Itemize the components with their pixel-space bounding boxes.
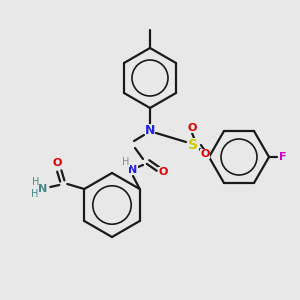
Text: S: S <box>188 138 198 152</box>
Text: H: H <box>31 189 38 199</box>
Text: O: O <box>200 149 210 159</box>
Text: N: N <box>145 124 155 136</box>
Text: F: F <box>279 152 287 162</box>
Text: O: O <box>158 167 168 177</box>
Text: O: O <box>52 158 62 168</box>
Text: H: H <box>122 157 130 167</box>
Text: N: N <box>128 165 138 175</box>
Text: H: H <box>32 177 39 187</box>
Text: O: O <box>187 123 197 133</box>
Text: N: N <box>38 184 47 194</box>
